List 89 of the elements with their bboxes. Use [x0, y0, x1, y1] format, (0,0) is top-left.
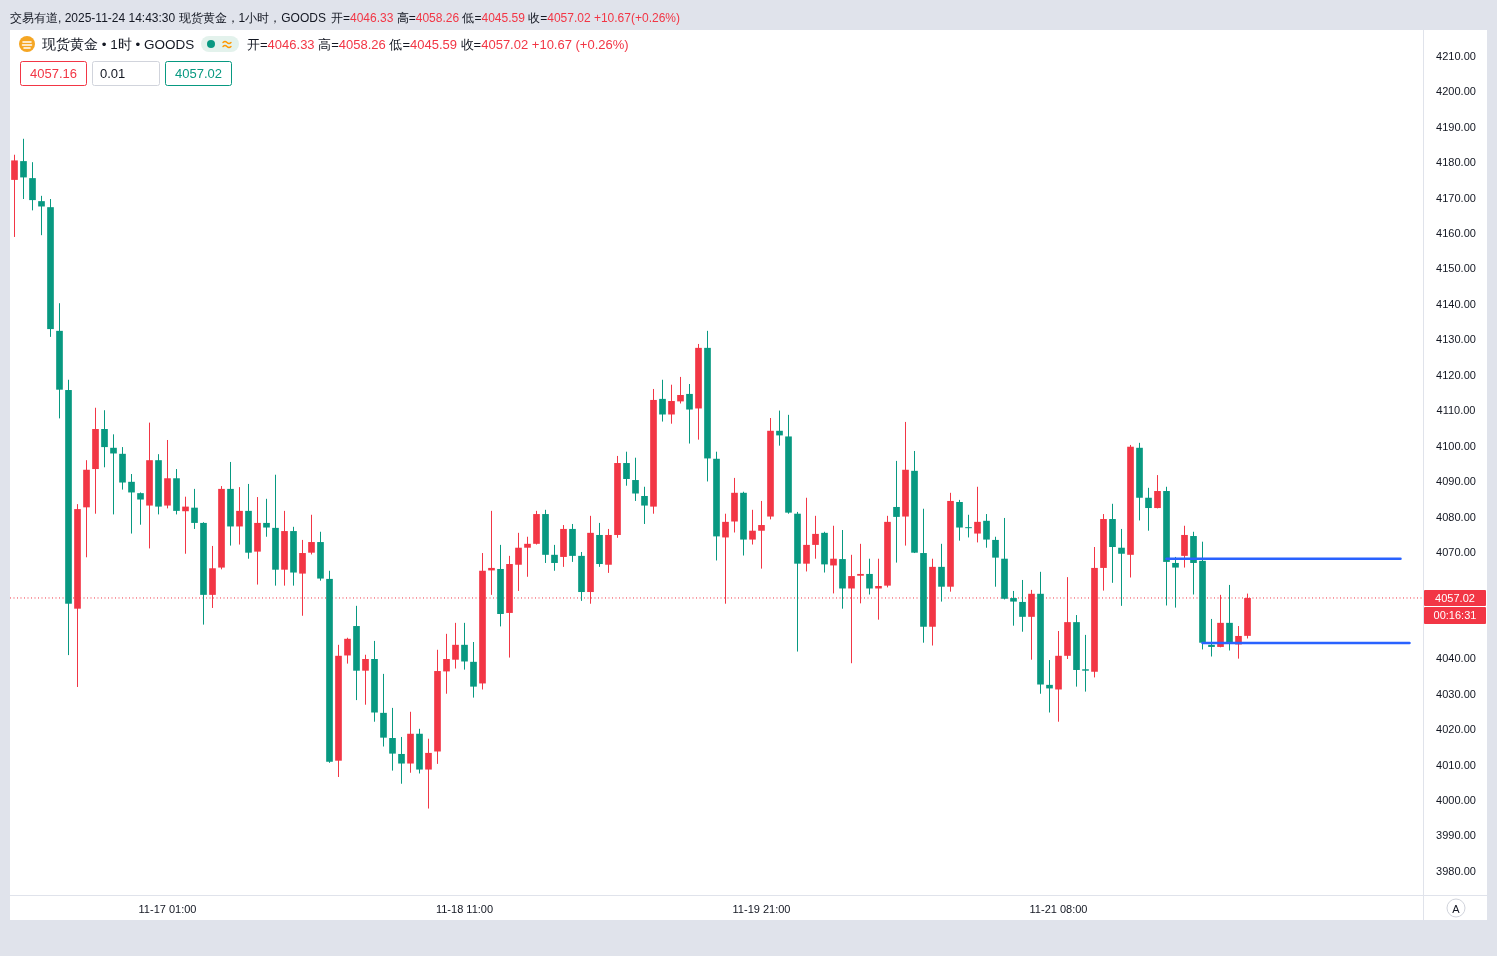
y-tick-label: 4090.00 [1436, 475, 1476, 488]
candlestick [308, 514, 315, 555]
candlestick [776, 410, 783, 447]
candlestick [461, 622, 468, 671]
candlestick [830, 525, 837, 594]
x-tick-label: 11-21 08:00 [1029, 903, 1088, 915]
candlestick [515, 532, 522, 592]
text: 00:16:31 [1433, 609, 1477, 622]
chart-title: 交易有道, 2025-11-24 14:43:30 现货黄金，1小时，GOODS [10, 11, 326, 25]
y-tick-label: 4010.00 [1436, 758, 1476, 771]
annotation: 开=4046.33 高=4058.26 低=4045.59 收=4057.02 +10.67 (+0.26%) [247, 36, 629, 52]
candlestick [803, 497, 810, 572]
candlestick [524, 536, 531, 578]
annotation: 0.01 [100, 66, 126, 81]
y-tick-label: 4180.00 [1436, 156, 1476, 169]
candlestick [1019, 579, 1026, 633]
y-tick-label: 4020.00 [1436, 723, 1476, 736]
candlestick [1154, 474, 1161, 509]
candlestick [344, 637, 351, 665]
candlestick [236, 486, 243, 546]
candlestick [263, 498, 270, 538]
y-tick-label: 4200.00 [1436, 85, 1476, 98]
candlestick [137, 491, 144, 526]
candlestick [182, 496, 189, 555]
y-tick-label: 4170.00 [1436, 191, 1476, 204]
y-tick-label: 4000.00 [1436, 794, 1476, 807]
y-tick-label: 4190.00 [1436, 120, 1476, 133]
candlestick [452, 622, 459, 670]
y-tick-label: 4080.00 [1436, 510, 1476, 523]
candlestick [1181, 525, 1188, 569]
candlestick [101, 409, 108, 468]
annotation: 4057.02 [175, 66, 222, 81]
candlestick [677, 376, 684, 404]
candlestick [1082, 634, 1089, 693]
candlestick [128, 473, 135, 535]
candlestick [20, 138, 27, 200]
x-tick-label: 11-18 11:00 [435, 903, 494, 915]
annotation: 4057.16 [30, 66, 77, 81]
y-tick-label: 4210.00 [1436, 49, 1476, 62]
candlestick [983, 513, 990, 549]
y-tick-label: 4040.00 [1436, 652, 1476, 665]
text: A [1452, 902, 1461, 915]
y-tick-label: 4100.00 [1436, 439, 1476, 452]
y-tick-label: 4030.00 [1436, 687, 1476, 700]
y-tick-label: 4130.00 [1436, 333, 1476, 346]
candlestick [29, 161, 36, 211]
candlestick [758, 500, 765, 570]
x-tick-label: 11-19 21:00 [732, 903, 791, 915]
text: 开=4046.33 高=4058.26 低=4045.59 收=4057.02 +10.67(+0.26%) [331, 11, 680, 25]
candlestick [425, 738, 432, 810]
candlestick [11, 154, 18, 238]
candlestick [668, 384, 675, 425]
candlestick [965, 514, 972, 538]
candlestick [974, 486, 981, 543]
candlestick [749, 509, 756, 546]
y-tick-label: 3990.00 [1436, 829, 1476, 842]
candlestick [1208, 618, 1215, 658]
y-tick-label: 3980.00 [1436, 864, 1476, 877]
candlestick [812, 515, 819, 560]
candlestick [866, 558, 873, 595]
candlestick [1118, 528, 1125, 607]
candlestick [992, 536, 999, 588]
candlestick [398, 736, 405, 785]
candlestick [443, 633, 450, 695]
candlestick [659, 379, 666, 423]
candlestick [191, 488, 198, 530]
candlestick [1010, 590, 1017, 627]
candlestick [686, 383, 693, 445]
y-tick-label: 4070.00 [1436, 545, 1476, 558]
candlestick [1226, 584, 1233, 651]
y-tick-label: 4120.00 [1436, 368, 1476, 381]
candlestick [623, 451, 630, 487]
candlestick [389, 707, 396, 772]
y-tick-label: 4150.00 [1436, 262, 1476, 275]
candlestick [362, 654, 369, 706]
y-tick-label: 4140.00 [1436, 297, 1476, 310]
candlestick [38, 195, 45, 236]
y-tick-label: 4110.00 [1436, 404, 1476, 417]
candlestick [938, 543, 945, 603]
text: 现货黄金 • 1时 • GOODS [42, 36, 195, 52]
candlestick [893, 460, 900, 564]
candlestick [641, 486, 648, 525]
candlestick [551, 544, 558, 572]
candlestick [1145, 487, 1152, 532]
candlestick [632, 457, 639, 502]
x-tick-label: 11-17 01:00 [138, 903, 197, 915]
ref-line-label: 4057.02 [1435, 591, 1475, 604]
y-tick-label: 4160.00 [1436, 227, 1476, 240]
candlestick [110, 433, 117, 515]
